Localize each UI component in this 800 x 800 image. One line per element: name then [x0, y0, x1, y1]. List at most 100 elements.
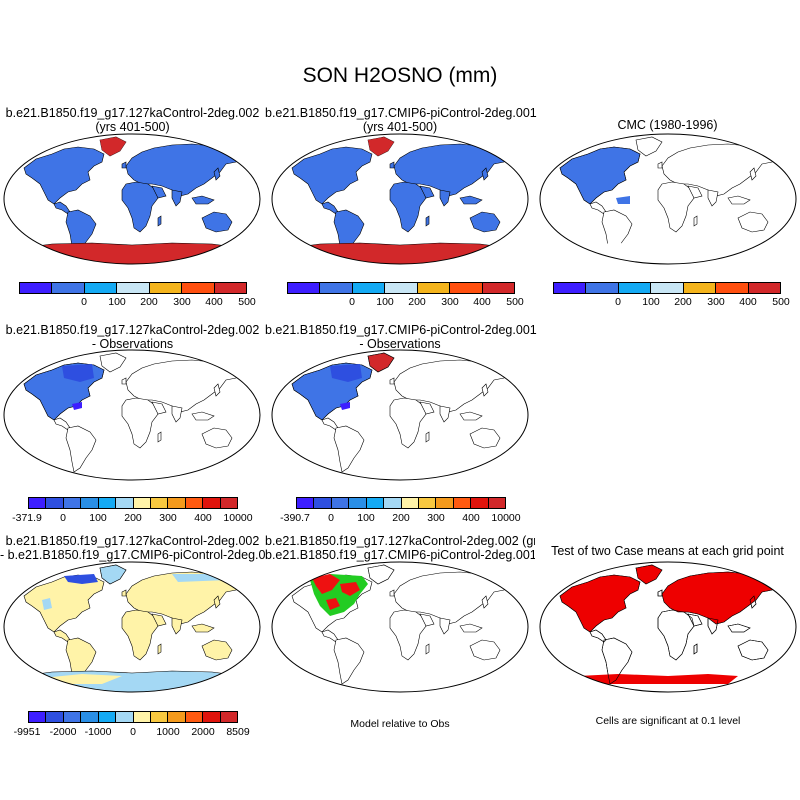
panel3-map	[539, 133, 797, 265]
colorbar-swatch	[46, 498, 64, 508]
panel7-colorbar	[28, 711, 238, 723]
colorbar-swatch	[436, 498, 454, 508]
panel5-title: b.e21.B1850.f19_g17.CMIP6-piControl-2deg…	[265, 323, 537, 351]
panel4-tick: -371.9	[12, 512, 42, 524]
colorbar-swatch	[203, 712, 221, 722]
panel8-title-line2: b.e21.B1850.f19_g17.CMIP6-piControl-2deg…	[265, 548, 535, 562]
significance-note: Cells are significant at 0.1 level	[595, 715, 741, 727]
colorbar-swatch	[385, 283, 418, 293]
panel4-title-line2: - Observations	[91, 337, 174, 351]
panel1-map	[3, 133, 261, 265]
panel1-title-line2: (yrs 401-500)	[95, 120, 170, 134]
panel4-tick: 300	[159, 512, 177, 524]
panel2-tick: 400	[473, 296, 491, 308]
panel8-title: b.e21.B1850.f19_g17.127kaControl-2deg.00…	[265, 534, 535, 562]
colorbar-swatch	[63, 712, 82, 722]
panel3-tick: 200	[674, 296, 692, 308]
panel5-title-line1: b.e21.B1850.f19_g17.CMIP6-piControl-2deg…	[265, 323, 537, 337]
colorbar-swatch	[297, 498, 315, 508]
panel1-tick: 100	[108, 296, 126, 308]
colorbar-swatch	[117, 283, 150, 293]
colorbar-swatch	[98, 712, 117, 722]
panel5-tick: 10000	[491, 512, 521, 524]
main-title: SON H2OSNO (mm)	[302, 64, 498, 87]
panel5-map	[271, 349, 529, 481]
colorbar-swatch	[203, 498, 221, 508]
panel4-tick: 10000	[223, 512, 253, 524]
colorbar-swatch	[651, 283, 684, 293]
panel7-title-line2: - b.e21.B1850.f19_g17.CMIP6-piControl-2d…	[0, 548, 265, 562]
colorbar-swatch	[488, 498, 506, 508]
panel4-tick: 100	[89, 512, 107, 524]
colorbar-swatch	[683, 283, 717, 293]
panel7-title: b.e21.B1850.f19_g17.127kaControl-2deg.00…	[0, 534, 265, 562]
panel5-tick: 100	[357, 512, 375, 524]
colorbar-swatch	[20, 283, 53, 293]
colorbar-swatch	[220, 498, 238, 508]
panel3-tick: 0	[615, 296, 621, 308]
panel7-map	[3, 561, 261, 693]
panel7-tick: -9951	[13, 726, 41, 738]
colorbar-swatch	[149, 283, 183, 293]
colorbar-swatch	[349, 498, 367, 508]
panel2-tick: 0	[349, 296, 355, 308]
colorbar-swatch	[453, 498, 472, 508]
colorbar-swatch	[352, 283, 386, 293]
panel7-tick: -1000	[84, 726, 112, 738]
panel4-tick: 400	[194, 512, 212, 524]
colorbar-swatch	[554, 283, 587, 293]
panel5-tick: 200	[392, 512, 410, 524]
colorbar-swatch	[320, 283, 353, 293]
colorbar-swatch	[84, 283, 118, 293]
colorbar-swatch	[52, 283, 85, 293]
colorbar-swatch	[98, 498, 117, 508]
panel4-title-line1: b.e21.B1850.f19_g17.127kaControl-2deg.00…	[5, 323, 260, 337]
panel2-map	[271, 133, 529, 265]
panel7-tick: 2000	[191, 726, 215, 738]
colorbar-swatch	[288, 283, 321, 293]
panel1-colorbar	[19, 282, 247, 294]
panel2-title: b.e21.B1850.f19_g17.CMIP6-piControl-2deg…	[265, 106, 537, 134]
panel2-title-line2: (yrs 401-500)	[362, 120, 438, 134]
colorbar-swatch	[716, 283, 749, 293]
panel3-colorbar	[553, 282, 781, 294]
colorbar-swatch	[418, 498, 437, 508]
colorbar-swatch	[29, 712, 47, 722]
panel4-tick: 0	[60, 512, 66, 524]
panel3-tick: 400	[739, 296, 757, 308]
panel4-title: b.e21.B1850.f19_g17.127kaControl-2deg.00…	[0, 323, 265, 351]
colorbar-swatch	[182, 283, 215, 293]
panel5-colorbar	[296, 497, 506, 509]
panel2-tick: 500	[506, 296, 524, 308]
colorbar-swatch	[471, 498, 489, 508]
panel8-map	[271, 561, 529, 693]
colorbar-swatch	[116, 498, 134, 508]
panel2-colorbar	[287, 282, 515, 294]
panel8-title-line1: b.e21.B1850.f19_g17.127kaControl-2deg.00…	[265, 534, 535, 548]
colorbar-swatch	[29, 498, 47, 508]
panel7-tick: -2000	[49, 726, 77, 738]
colorbar-swatch	[185, 498, 204, 508]
panel3-tick: 100	[642, 296, 660, 308]
colorbar-swatch	[81, 498, 99, 508]
colorbar-swatch	[618, 283, 652, 293]
colorbar-swatch	[450, 283, 483, 293]
panel4-colorbar	[28, 497, 238, 509]
colorbar-swatch	[314, 498, 332, 508]
panel4-tick: 200	[124, 512, 142, 524]
colorbar-swatch	[586, 283, 619, 293]
model-relative-note: Model relative to Obs	[350, 718, 450, 730]
panel2-tick: 200	[408, 296, 426, 308]
panel2-tick: 100	[376, 296, 394, 308]
panel1-tick: 400	[205, 296, 223, 308]
colorbar-swatch	[417, 283, 451, 293]
panel2-title-line1: b.e21.B1850.f19_g17.CMIP6-piControl-2deg…	[265, 106, 537, 120]
panel1-title: b.e21.B1850.f19_g17.127kaControl-2deg.00…	[0, 106, 265, 134]
panel1-tick: 300	[173, 296, 191, 308]
panel7-tick: 0	[130, 726, 136, 738]
panel7-tick: 8509	[226, 726, 250, 738]
colorbar-swatch	[133, 712, 151, 722]
panel5-tick: 0	[328, 512, 334, 524]
panel2-tick: 300	[441, 296, 459, 308]
panel3-title: CMC (1980-1996)	[617, 118, 718, 132]
